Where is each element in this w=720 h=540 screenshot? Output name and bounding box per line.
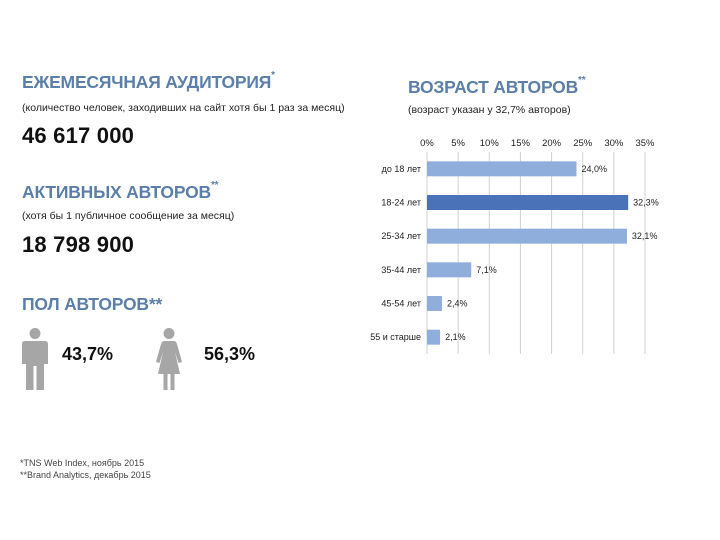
bar: [427, 161, 577, 177]
active-authors-title: АКТИВНЫХ АВТОРОВ**: [22, 180, 219, 202]
monthly-audience-mark: *: [271, 70, 275, 81]
x-tick-label: 10%: [480, 138, 500, 149]
age-bar-chart: 0% 5% 10% 15% 20% 25% 30% 35% до 18 лет 24,0% 18-2…: [370, 138, 659, 354]
gender-title: ПОЛ АВТОРОВ**: [22, 294, 163, 314]
female-person-icon: [156, 328, 182, 390]
category-label: 25-34 лет: [381, 231, 421, 241]
bar: [427, 195, 629, 210]
bar: [427, 296, 442, 311]
x-tick-label: 35%: [635, 138, 655, 149]
active-authors-subtitle: (хотя бы 1 публичное сообщение за месяц): [22, 210, 235, 222]
active-authors-mark: **: [210, 180, 219, 191]
data-label: 7,1%: [476, 265, 497, 275]
active-authors-value: 18 798 900: [22, 232, 135, 257]
category-label: 35-44 лет: [381, 265, 421, 275]
age-title-mark: **: [578, 75, 586, 86]
male-person-icon: [22, 328, 48, 390]
x-tick-label: 20%: [542, 138, 562, 149]
data-label: 2,4%: [447, 299, 468, 309]
age-subtitle: (возраст указан у 32,7% авторов): [408, 104, 571, 116]
data-label: 32,1%: [632, 231, 658, 241]
x-tick-label: 5%: [451, 138, 465, 149]
x-tick-label: 25%: [573, 138, 593, 149]
monthly-audience-title: ЕЖЕМЕСЯЧНАЯ АУДИТОРИЯ*: [22, 70, 275, 92]
footnote-tns: *TNS Web Index, ноябрь 2015: [20, 458, 145, 468]
category-label: 18-24 лет: [381, 198, 421, 208]
category-label: до 18 лет: [382, 164, 421, 174]
data-label: 32,3%: [633, 198, 659, 208]
footnote-brand-analytics: **Brand Analytics, декабрь 2015: [20, 470, 151, 480]
data-label: 2,1%: [445, 332, 466, 342]
x-tick-label: 15%: [511, 138, 531, 149]
category-label: 45-54 лет: [381, 299, 421, 309]
monthly-audience-value: 46 617 000: [22, 123, 135, 148]
x-tick-label: 30%: [604, 138, 624, 149]
bar: [427, 228, 627, 244]
category-label: 55 и старше: [370, 332, 421, 342]
monthly-audience-subtitle: (количество человек, заходивших на сайт …: [22, 102, 345, 114]
female-share-value: 56,3%: [204, 344, 256, 364]
bar: [427, 262, 472, 278]
x-tick-label: 0%: [420, 138, 434, 149]
bar: [427, 329, 441, 345]
male-share-value: 43,7%: [62, 344, 114, 364]
age-title: ВОЗРАСТ АВТОРОВ**: [408, 75, 586, 97]
data-label: 24,0%: [581, 164, 607, 174]
